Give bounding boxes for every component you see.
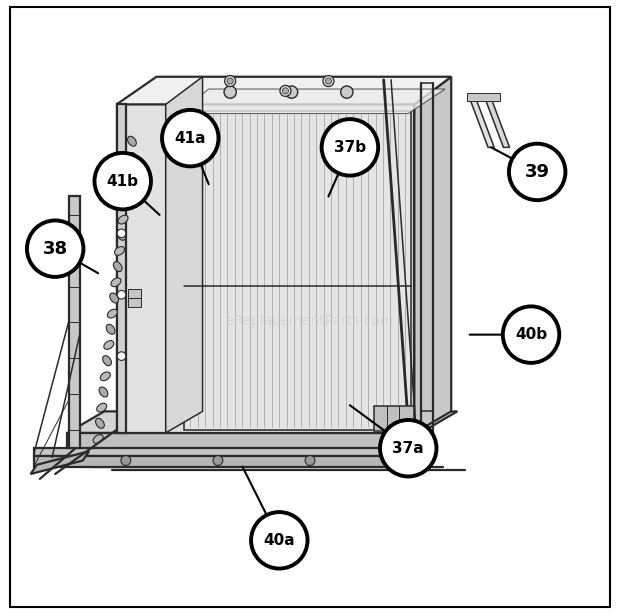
- Ellipse shape: [128, 136, 136, 146]
- Ellipse shape: [95, 418, 104, 429]
- Circle shape: [94, 153, 151, 209]
- Ellipse shape: [124, 168, 133, 177]
- Polygon shape: [30, 451, 89, 474]
- Circle shape: [224, 86, 236, 98]
- Polygon shape: [469, 98, 494, 147]
- Polygon shape: [178, 89, 445, 114]
- Circle shape: [117, 352, 126, 360]
- Circle shape: [280, 85, 291, 96]
- Ellipse shape: [122, 184, 131, 193]
- Circle shape: [117, 168, 126, 176]
- Ellipse shape: [99, 387, 108, 397]
- Text: eReplacementParts.com: eReplacementParts.com: [226, 314, 394, 327]
- Circle shape: [341, 86, 353, 98]
- Circle shape: [305, 456, 315, 465]
- Ellipse shape: [93, 435, 103, 443]
- Text: 40b: 40b: [515, 327, 547, 342]
- Circle shape: [323, 76, 334, 87]
- Polygon shape: [117, 104, 126, 433]
- Text: 37b: 37b: [334, 140, 366, 155]
- Ellipse shape: [97, 403, 107, 412]
- Ellipse shape: [125, 152, 135, 161]
- Ellipse shape: [120, 199, 129, 209]
- Polygon shape: [374, 406, 414, 431]
- Polygon shape: [117, 77, 451, 104]
- Circle shape: [251, 512, 308, 569]
- Ellipse shape: [115, 247, 125, 255]
- Text: 39: 39: [525, 163, 550, 181]
- Circle shape: [380, 420, 436, 476]
- Ellipse shape: [103, 356, 112, 366]
- Polygon shape: [33, 448, 420, 456]
- Text: 40a: 40a: [264, 533, 295, 548]
- Circle shape: [322, 119, 378, 176]
- Ellipse shape: [107, 309, 117, 318]
- Circle shape: [509, 144, 565, 200]
- Circle shape: [503, 306, 559, 363]
- Circle shape: [282, 88, 288, 94]
- Polygon shape: [68, 433, 420, 464]
- Text: 41b: 41b: [107, 174, 139, 188]
- Polygon shape: [117, 104, 414, 433]
- Circle shape: [27, 220, 84, 277]
- Circle shape: [121, 456, 131, 465]
- Polygon shape: [69, 196, 81, 448]
- Polygon shape: [184, 111, 411, 430]
- Text: 38: 38: [43, 239, 68, 258]
- Polygon shape: [467, 93, 500, 101]
- Circle shape: [326, 78, 332, 84]
- Circle shape: [117, 290, 126, 299]
- Circle shape: [117, 229, 126, 238]
- Ellipse shape: [100, 372, 110, 381]
- Circle shape: [224, 76, 236, 87]
- Ellipse shape: [104, 341, 114, 349]
- Polygon shape: [33, 456, 420, 467]
- Circle shape: [397, 456, 407, 465]
- Polygon shape: [414, 77, 451, 433]
- Polygon shape: [128, 289, 141, 307]
- Circle shape: [162, 110, 218, 166]
- Ellipse shape: [117, 230, 126, 240]
- Text: 37a: 37a: [392, 441, 424, 456]
- Circle shape: [213, 456, 223, 465]
- Polygon shape: [68, 411, 458, 433]
- Polygon shape: [485, 98, 510, 147]
- Ellipse shape: [118, 216, 128, 224]
- Circle shape: [227, 78, 233, 84]
- Ellipse shape: [110, 293, 118, 303]
- Ellipse shape: [113, 262, 122, 271]
- Polygon shape: [166, 77, 203, 433]
- Ellipse shape: [106, 324, 115, 334]
- Ellipse shape: [111, 278, 121, 287]
- Text: 41a: 41a: [174, 131, 206, 146]
- Circle shape: [285, 86, 298, 98]
